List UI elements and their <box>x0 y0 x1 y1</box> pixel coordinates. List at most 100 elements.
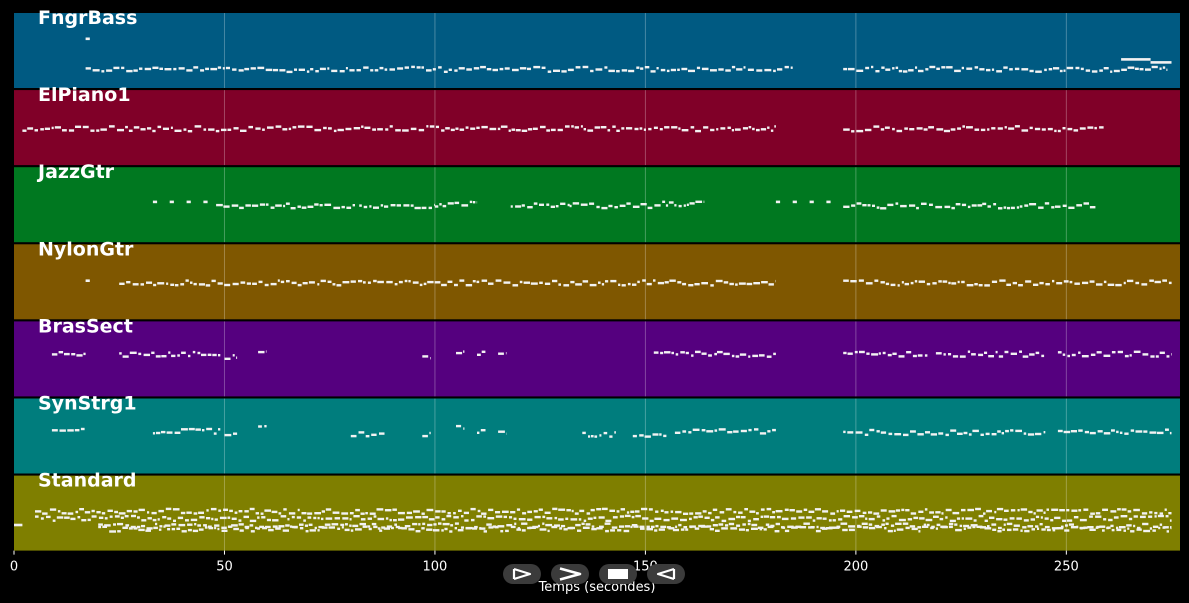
note <box>910 281 914 285</box>
note <box>327 280 332 283</box>
note <box>503 281 511 284</box>
track-background <box>14 321 1180 397</box>
note <box>502 510 509 513</box>
note <box>505 352 507 355</box>
note <box>984 284 990 287</box>
note <box>181 530 187 533</box>
note <box>166 431 173 434</box>
note <box>70 517 76 521</box>
note <box>983 512 986 515</box>
note <box>588 435 591 438</box>
play-button[interactable] <box>503 564 541 584</box>
note <box>1005 429 1009 433</box>
note <box>84 511 91 514</box>
note <box>803 522 810 525</box>
note <box>954 69 961 73</box>
note <box>92 69 100 72</box>
note <box>880 431 887 434</box>
note <box>1055 205 1061 208</box>
note <box>644 435 651 438</box>
note <box>238 519 242 522</box>
note <box>367 281 371 284</box>
note <box>1103 280 1107 284</box>
note <box>1087 126 1094 129</box>
note <box>756 512 759 515</box>
note <box>637 280 640 284</box>
note <box>421 206 427 210</box>
note <box>909 525 916 528</box>
note <box>161 430 166 434</box>
note <box>925 68 929 71</box>
note <box>52 519 56 522</box>
note <box>1014 67 1020 71</box>
note <box>517 527 520 530</box>
note <box>571 125 574 128</box>
note <box>486 523 492 526</box>
note <box>447 280 453 283</box>
note <box>864 433 869 436</box>
fast-forward-button[interactable] <box>551 564 589 584</box>
note <box>1063 280 1069 283</box>
note <box>685 351 689 355</box>
note <box>1169 519 1172 522</box>
stop-button[interactable] <box>599 564 637 584</box>
note <box>336 284 342 287</box>
note <box>355 528 362 531</box>
note <box>856 202 862 205</box>
note <box>1099 525 1106 528</box>
note <box>1071 509 1078 512</box>
note <box>759 354 765 357</box>
rewind-button[interactable] <box>647 564 685 584</box>
note <box>961 508 966 512</box>
note <box>62 129 67 132</box>
note <box>152 432 156 435</box>
note <box>459 128 465 131</box>
stop-icon <box>608 569 628 579</box>
note <box>1095 512 1101 515</box>
note <box>133 510 138 513</box>
note <box>910 430 916 433</box>
note <box>489 127 497 131</box>
note <box>277 279 280 282</box>
note <box>756 128 760 132</box>
note <box>601 206 608 210</box>
note <box>442 522 450 526</box>
note <box>856 69 864 72</box>
note <box>898 518 906 522</box>
note <box>966 126 973 129</box>
note <box>851 130 855 133</box>
note <box>943 353 946 356</box>
note <box>34 129 38 132</box>
note <box>42 512 48 515</box>
note <box>928 126 934 129</box>
note <box>890 524 895 527</box>
note <box>415 530 421 533</box>
note <box>1103 67 1109 70</box>
note <box>176 527 181 530</box>
note <box>565 125 570 128</box>
note <box>550 128 556 132</box>
note <box>1018 284 1023 287</box>
note <box>140 283 144 286</box>
note <box>765 523 770 526</box>
note <box>141 519 147 522</box>
note <box>365 512 368 515</box>
note <box>635 514 641 518</box>
note <box>54 126 61 129</box>
note <box>1059 69 1063 73</box>
note <box>616 129 620 132</box>
note <box>822 510 829 513</box>
note <box>812 519 816 522</box>
note <box>589 283 597 287</box>
note <box>385 517 389 520</box>
note <box>660 351 664 355</box>
note <box>294 68 297 71</box>
note <box>124 515 129 518</box>
note <box>670 68 676 72</box>
note <box>157 518 160 521</box>
note <box>469 200 473 204</box>
note <box>1111 429 1115 432</box>
note <box>861 522 868 525</box>
note <box>208 525 212 528</box>
note <box>723 352 730 356</box>
